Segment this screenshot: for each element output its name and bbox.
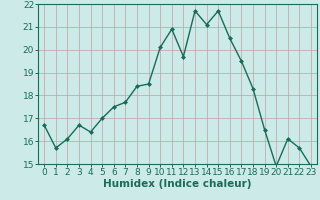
X-axis label: Humidex (Indice chaleur): Humidex (Indice chaleur) (103, 179, 252, 189)
